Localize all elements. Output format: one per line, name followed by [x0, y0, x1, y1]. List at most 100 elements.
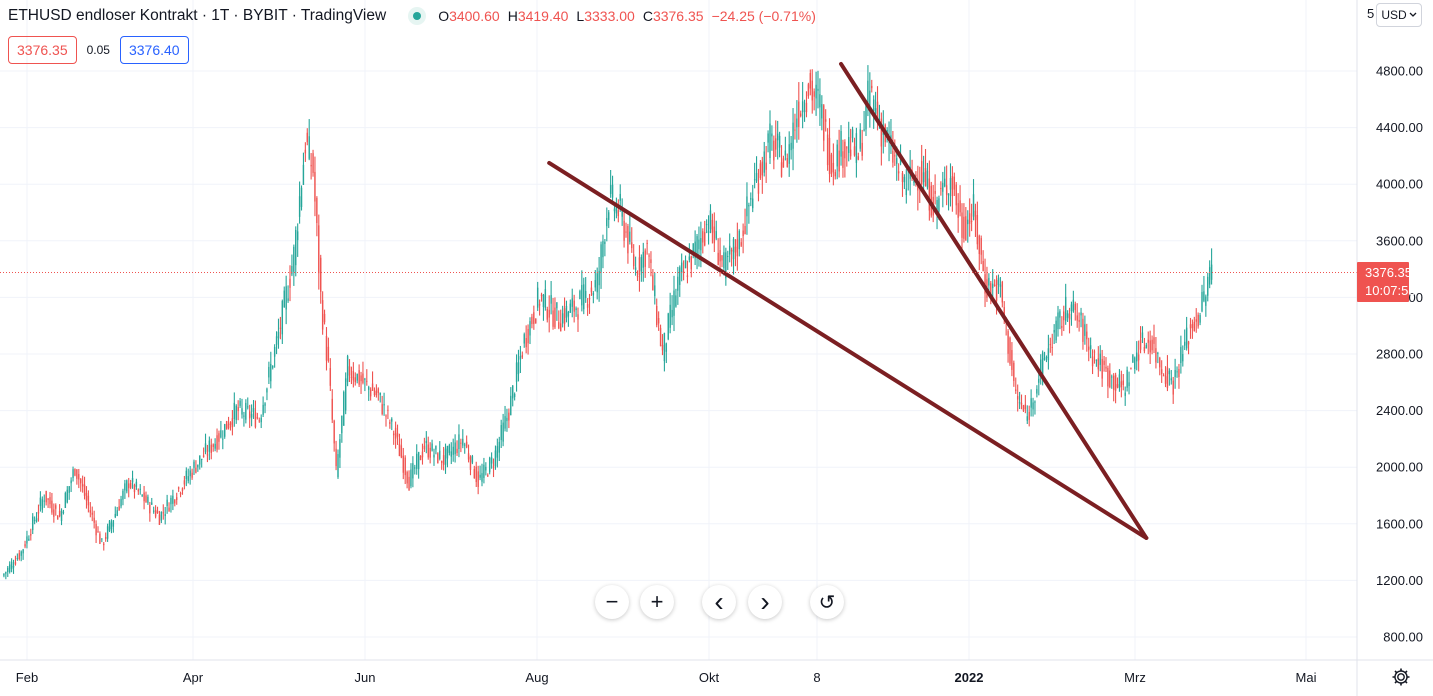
candle-body — [473, 468, 476, 479]
candle — [880, 112, 883, 166]
candle — [611, 175, 614, 205]
candle — [656, 298, 658, 328]
candle-body — [636, 275, 639, 278]
candle — [122, 488, 124, 506]
candle — [617, 199, 620, 223]
candle-body — [1137, 354, 1140, 361]
candle — [590, 280, 593, 296]
candle-body — [865, 101, 867, 130]
candle-body — [826, 134, 829, 166]
candle-body — [81, 483, 84, 487]
candle-body — [218, 433, 220, 442]
candle-body — [1164, 376, 1167, 384]
candle-body — [1185, 327, 1188, 349]
candle-body — [565, 305, 568, 318]
candle — [256, 412, 259, 420]
candle — [604, 239, 606, 257]
candle-body — [181, 488, 184, 491]
candle — [949, 163, 952, 207]
candle-body — [838, 150, 840, 172]
candle — [394, 421, 397, 449]
candle — [759, 160, 762, 180]
candle-body — [698, 239, 700, 250]
candle — [381, 395, 383, 416]
candle — [942, 171, 944, 208]
reset-chart-button[interactable]: ↺ — [810, 585, 844, 619]
candle — [3, 573, 5, 578]
candle-body — [677, 276, 679, 291]
candle — [35, 512, 38, 523]
candle-body — [85, 492, 88, 501]
candle — [515, 354, 518, 392]
zoom-out-button[interactable]: − — [595, 585, 629, 619]
candle — [742, 223, 744, 254]
candle — [308, 119, 310, 161]
candle — [214, 438, 216, 452]
candle-body — [965, 216, 967, 240]
candle — [955, 182, 957, 215]
candle-body — [199, 455, 201, 465]
candle — [567, 310, 570, 327]
candle-body — [836, 144, 838, 167]
candle-body — [705, 224, 708, 226]
scroll-left-button[interactable]: ‹ — [702, 585, 736, 619]
candle — [1095, 359, 1098, 367]
chart-settings-button[interactable] — [1390, 666, 1412, 688]
candle — [193, 459, 195, 475]
candle — [400, 438, 403, 459]
y-tick-label: 4000.00 — [1376, 177, 1423, 192]
candle — [851, 126, 854, 143]
candle-body — [1074, 303, 1076, 310]
zoom-in-button[interactable]: + — [640, 585, 674, 619]
candle — [840, 125, 842, 166]
currency-selector[interactable]: USD — [1376, 3, 1422, 27]
candle-body — [264, 403, 266, 406]
candle-body — [531, 316, 533, 325]
candle — [669, 292, 671, 334]
candle — [220, 420, 222, 439]
candle — [1187, 340, 1190, 355]
candle-body — [619, 193, 621, 201]
candle — [1203, 276, 1205, 303]
candle-body — [819, 94, 821, 108]
candle — [865, 101, 867, 137]
candle — [462, 429, 464, 449]
candle-body — [1078, 319, 1080, 322]
candle-body — [120, 498, 122, 507]
candle-body — [1080, 312, 1082, 316]
candle-body — [652, 275, 654, 291]
candle-body — [12, 565, 15, 568]
candle — [352, 362, 355, 388]
candle — [152, 506, 155, 514]
candle — [145, 491, 147, 503]
candle-body — [926, 170, 929, 188]
candle-body — [145, 495, 147, 503]
candle-body — [915, 174, 917, 177]
candle — [331, 389, 333, 424]
candle — [1185, 316, 1188, 351]
candle-body — [431, 443, 433, 451]
candle-body — [1139, 339, 1142, 350]
candle — [644, 248, 646, 278]
candle — [83, 476, 86, 500]
buy-button[interactable]: 3376.40 — [119, 36, 189, 64]
candle — [792, 108, 794, 171]
candle-body — [976, 214, 979, 245]
candle — [91, 506, 93, 522]
candle-body — [1093, 351, 1096, 353]
candle-body — [702, 231, 704, 243]
candle-body — [707, 230, 710, 234]
scroll-right-button[interactable]: › — [748, 585, 782, 619]
candle-body — [268, 366, 270, 378]
candle-body — [366, 380, 368, 382]
candle — [1032, 397, 1034, 417]
sell-button[interactable]: 3376.35 — [8, 36, 77, 64]
candle-body — [776, 133, 779, 141]
candle — [584, 277, 587, 303]
candle — [70, 477, 72, 492]
candle-body — [972, 194, 975, 217]
candle-body — [1160, 369, 1163, 374]
candle-body — [362, 373, 364, 383]
symbol-title[interactable]: ETHUSD endloser Kontrakt · 1T · BYBIT · … — [8, 7, 387, 24]
